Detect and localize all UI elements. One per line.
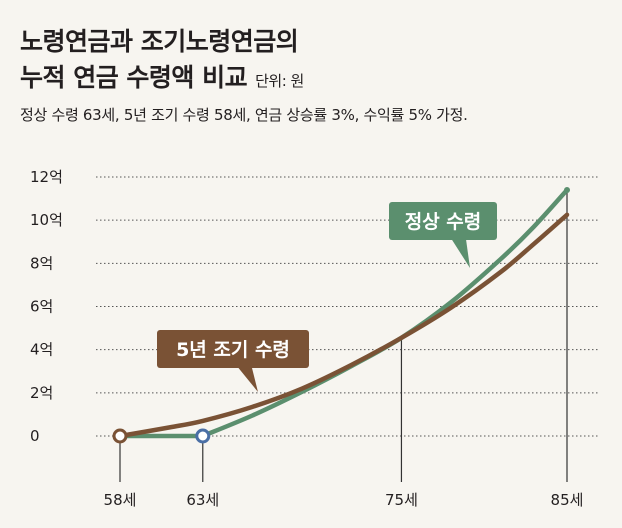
y-tick-label: 6억 [30,298,53,316]
y-tick-label: 10억 [30,211,63,229]
callout-normal-pointer [447,232,470,268]
chart-title-line-2: 누적 연금 수령액 비교 단위: 원 [20,63,304,92]
callout-early-text: 5년 조기 수령 [176,339,290,361]
series-end-point-normal [564,186,570,193]
callout-normal-text: 정상 수령 [405,211,482,233]
series-line-early [117,212,570,439]
y-tick-label: 4억 [30,341,53,359]
series-line-normal [200,187,570,439]
x-tick-label: 58세 [104,491,137,509]
start-point-normal [195,428,211,444]
y-tick-label: 8억 [30,254,53,272]
y-tick-label: 0 [30,427,40,445]
x-tick-label: 63세 [186,491,219,509]
x-tick-label: 85세 [551,491,584,509]
y-tick-label: 12억 [30,168,63,186]
y-tick-label: 2억 [30,384,53,402]
callout-early-box [157,330,309,368]
unit-label: 단위: 원 [255,72,304,90]
chart-subtitle: 정상 수령 63세, 5년 조기 수령 58세, 연금 상승률 3%, 수익률 … [20,106,468,124]
start-point-early [112,428,128,444]
chart-title-line-1: 노령연금과 조기노령연금의 [20,27,299,56]
callout-normal-box [389,202,497,240]
x-tick-label: 75세 [385,491,418,509]
